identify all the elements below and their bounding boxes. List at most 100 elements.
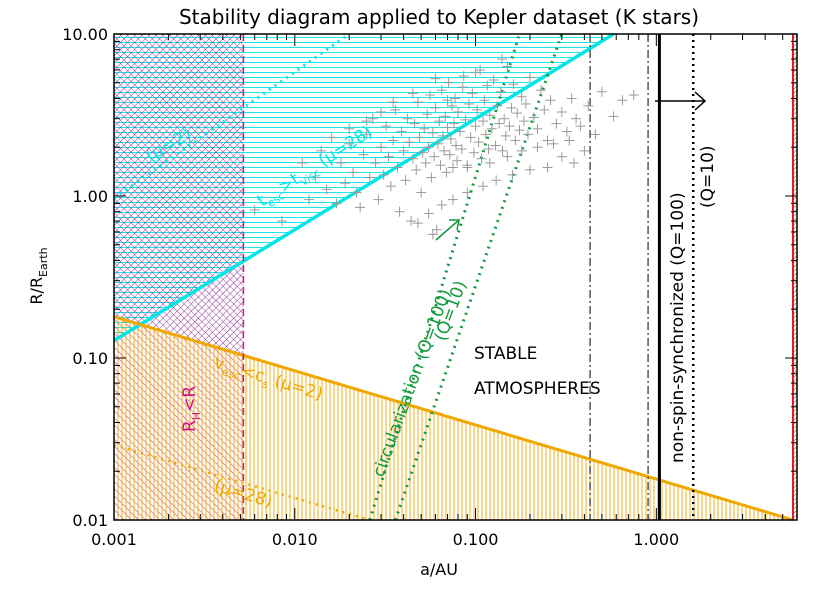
data-point	[484, 110, 495, 121]
data-point	[433, 138, 444, 149]
data-point	[522, 129, 533, 140]
data-point	[249, 204, 260, 215]
data-point	[617, 95, 628, 106]
data-point	[492, 100, 503, 111]
data-point	[470, 67, 481, 78]
data-point	[423, 142, 434, 153]
data-point	[457, 82, 468, 93]
data-point	[551, 118, 562, 129]
data-point	[437, 130, 448, 141]
data-point	[456, 144, 467, 155]
data-point	[335, 157, 346, 168]
data-point	[412, 97, 423, 108]
data-point	[528, 112, 539, 123]
data-point	[462, 162, 473, 173]
data-point	[497, 145, 508, 156]
data-point	[430, 102, 441, 113]
data-point	[490, 140, 501, 151]
data-point	[414, 132, 425, 143]
data-point	[358, 149, 369, 160]
data-point	[564, 135, 575, 146]
cyan-mu28-line	[113, 32, 615, 343]
annotation-nonspin-q10-text: (Q=10)	[698, 145, 718, 208]
data-point	[419, 123, 430, 134]
data-point	[445, 133, 456, 144]
data-point	[376, 142, 387, 153]
data-point	[464, 98, 475, 109]
data-point	[351, 187, 362, 198]
data-point	[502, 61, 513, 72]
data-point	[590, 129, 601, 140]
data-point	[331, 198, 342, 209]
circ-arrow-head	[449, 219, 460, 231]
data-point	[297, 157, 308, 168]
data-point	[416, 187, 427, 198]
annotation-atmospheres: ATMOSPHERES	[474, 379, 601, 399]
data-point	[427, 229, 438, 240]
data-point	[571, 113, 582, 124]
data-point	[475, 64, 486, 75]
data-point	[579, 145, 590, 156]
data-point	[396, 126, 407, 137]
data-point	[316, 145, 327, 156]
data-point	[398, 145, 409, 156]
data-point	[478, 181, 489, 192]
data-point	[407, 153, 418, 164]
annotation-nonspin-q10: (Q=10)	[698, 145, 718, 208]
data-point	[520, 98, 531, 109]
data-point	[344, 138, 355, 149]
data-point	[583, 100, 594, 111]
data-points	[249, 54, 639, 240]
data-point	[364, 172, 375, 183]
data-point	[450, 93, 461, 104]
data-point	[460, 114, 471, 125]
annotation-nonspin: non-spin-synchronized (Q=100)	[668, 192, 688, 463]
data-point	[506, 102, 517, 113]
data-point	[516, 145, 527, 156]
data-point	[378, 169, 389, 180]
data-point	[454, 126, 465, 137]
data-point	[575, 121, 586, 132]
data-point	[370, 157, 381, 168]
data-point	[394, 206, 405, 217]
data-point	[566, 93, 577, 104]
data-point	[539, 104, 550, 115]
data-point	[495, 86, 506, 97]
data-point	[390, 104, 401, 115]
data-point	[556, 107, 567, 118]
data-point	[556, 151, 567, 162]
criteria-lines	[113, 32, 794, 522]
data-point	[355, 202, 366, 213]
data-point	[542, 162, 553, 173]
data-point	[321, 184, 332, 195]
data-point	[442, 122, 453, 133]
data-point	[411, 164, 422, 175]
data-point	[548, 138, 559, 149]
data-point	[470, 121, 481, 132]
data-point	[468, 147, 479, 158]
data-point	[423, 208, 434, 219]
data-point	[628, 90, 639, 101]
x-tick-label: 0.001	[91, 530, 137, 549]
data-point	[473, 137, 484, 148]
red-limit-region	[792, 34, 797, 520]
cyan-mu2-line	[113, 32, 351, 200]
data-point	[504, 121, 515, 132]
data-point	[434, 116, 445, 127]
orange-mu2-line	[113, 315, 794, 522]
data-point	[507, 169, 518, 180]
annotation-hill-main: R	[180, 420, 200, 432]
data-point	[479, 95, 490, 106]
data-point	[510, 135, 521, 146]
data-point	[444, 149, 455, 160]
data-point	[483, 144, 494, 155]
annotation-vesc-sub1: esc	[220, 365, 242, 383]
plot-frame	[113, 33, 798, 521]
x-tick-label: 0.100	[453, 530, 499, 549]
data-point	[496, 54, 507, 65]
data-point	[518, 116, 529, 127]
data-point	[385, 181, 396, 192]
data-point	[494, 118, 505, 129]
data-point	[491, 175, 502, 186]
